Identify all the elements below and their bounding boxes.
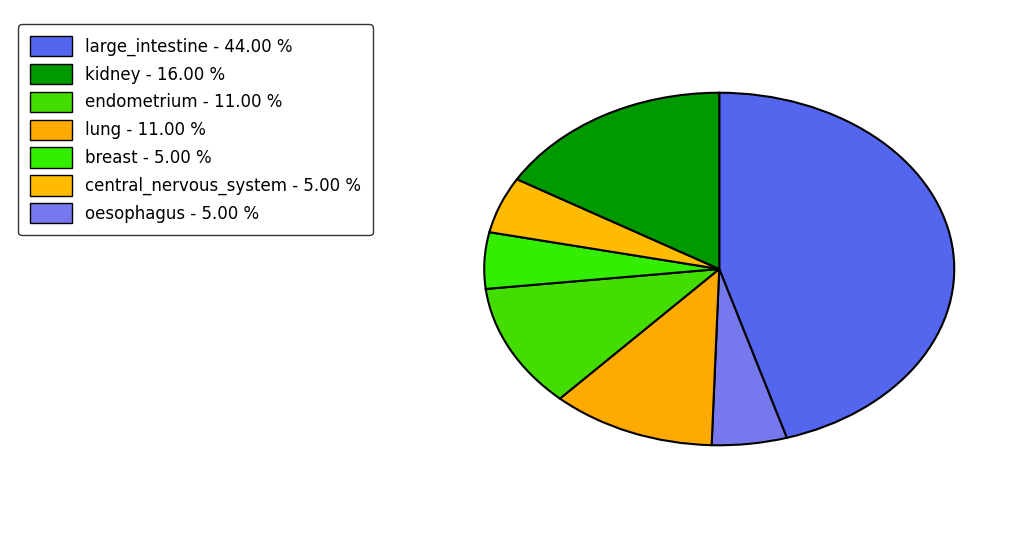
Wedge shape — [719, 93, 954, 438]
Wedge shape — [484, 232, 719, 289]
Wedge shape — [517, 93, 719, 269]
Wedge shape — [485, 269, 719, 399]
Wedge shape — [711, 269, 787, 445]
Wedge shape — [560, 269, 719, 445]
Wedge shape — [489, 179, 719, 269]
Legend: large_intestine - 44.00 %, kidney - 16.00 %, endometrium - 11.00 %, lung - 11.00: large_intestine - 44.00 %, kidney - 16.0… — [18, 24, 373, 235]
